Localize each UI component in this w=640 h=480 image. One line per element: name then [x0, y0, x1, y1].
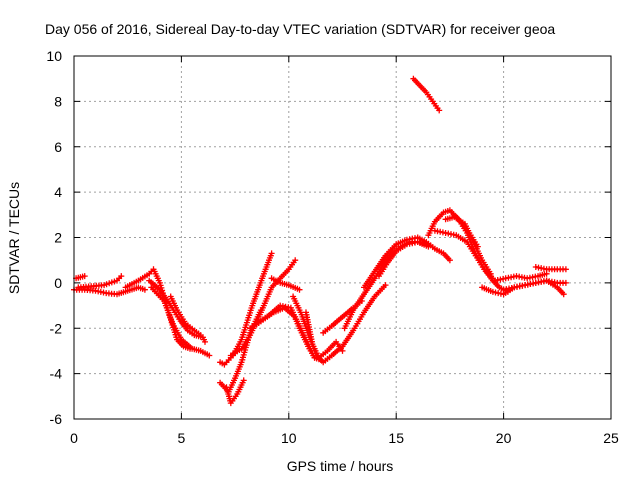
series-markers: [223, 377, 247, 407]
series-markers: [453, 214, 481, 250]
series-markers: [532, 264, 569, 273]
series-markers: [410, 75, 443, 114]
x-tick-label: 5: [178, 430, 186, 446]
series-arc-29: [532, 264, 569, 273]
y-tick-label: -2: [50, 320, 63, 336]
x-tick-label: 10: [281, 430, 297, 446]
y-tick-label: -6: [50, 411, 63, 427]
series-markers: [303, 309, 346, 361]
series-markers: [75, 273, 125, 291]
series-markers: [148, 284, 213, 359]
y-tick-label: 6: [54, 139, 62, 155]
y-axis-label: SDTVAR / TECUs: [6, 182, 22, 294]
series-markers: [376, 239, 432, 280]
data-series: [71, 75, 569, 407]
series-arc-23: [431, 227, 496, 282]
y-tick-label: 10: [46, 48, 62, 64]
series-arc-16: [303, 309, 346, 361]
series-arc-03: [75, 273, 125, 291]
x-tick-label: 25: [603, 430, 619, 446]
series-arc-01: [73, 273, 88, 282]
y-tick-label: 0: [54, 275, 62, 291]
series-markers: [500, 277, 567, 298]
series-markers: [73, 273, 88, 282]
series-arc-10: [223, 377, 247, 407]
series-arc-07: [167, 293, 204, 339]
series-arc-21: [410, 75, 443, 114]
x-tick-label: 15: [388, 430, 404, 446]
series-arc-14: [251, 302, 318, 361]
series-arc-28: [500, 277, 567, 298]
grid: [74, 56, 611, 419]
series-markers: [361, 234, 453, 291]
y-tick-label: 8: [54, 93, 62, 109]
x-tick-label: 0: [70, 430, 78, 446]
series-arc-05: [148, 284, 213, 359]
series-markers: [268, 275, 303, 293]
series-markers: [431, 227, 496, 282]
series-arc-13: [268, 275, 303, 293]
x-tick-label: 20: [496, 430, 512, 446]
y-tick-label: 2: [54, 230, 62, 246]
chart-title: Day 056 of 2016, Sidereal Day-to-day VTE…: [45, 21, 555, 37]
series-arc-25: [453, 214, 481, 250]
series-arc-27: [492, 270, 550, 284]
y-tick-label: 4: [54, 184, 62, 200]
series-arc-20: [376, 239, 432, 280]
axes: 0 5 10 15 20 25 -6 -4 -2 0 2 4 6 8 10: [46, 48, 619, 446]
series-markers: [492, 270, 550, 284]
series-markers: [167, 293, 204, 339]
y-tick-label: -4: [50, 366, 63, 382]
series-markers: [251, 302, 318, 361]
series-arc-19: [361, 234, 453, 291]
x-axis-label: GPS time / hours: [287, 458, 394, 474]
